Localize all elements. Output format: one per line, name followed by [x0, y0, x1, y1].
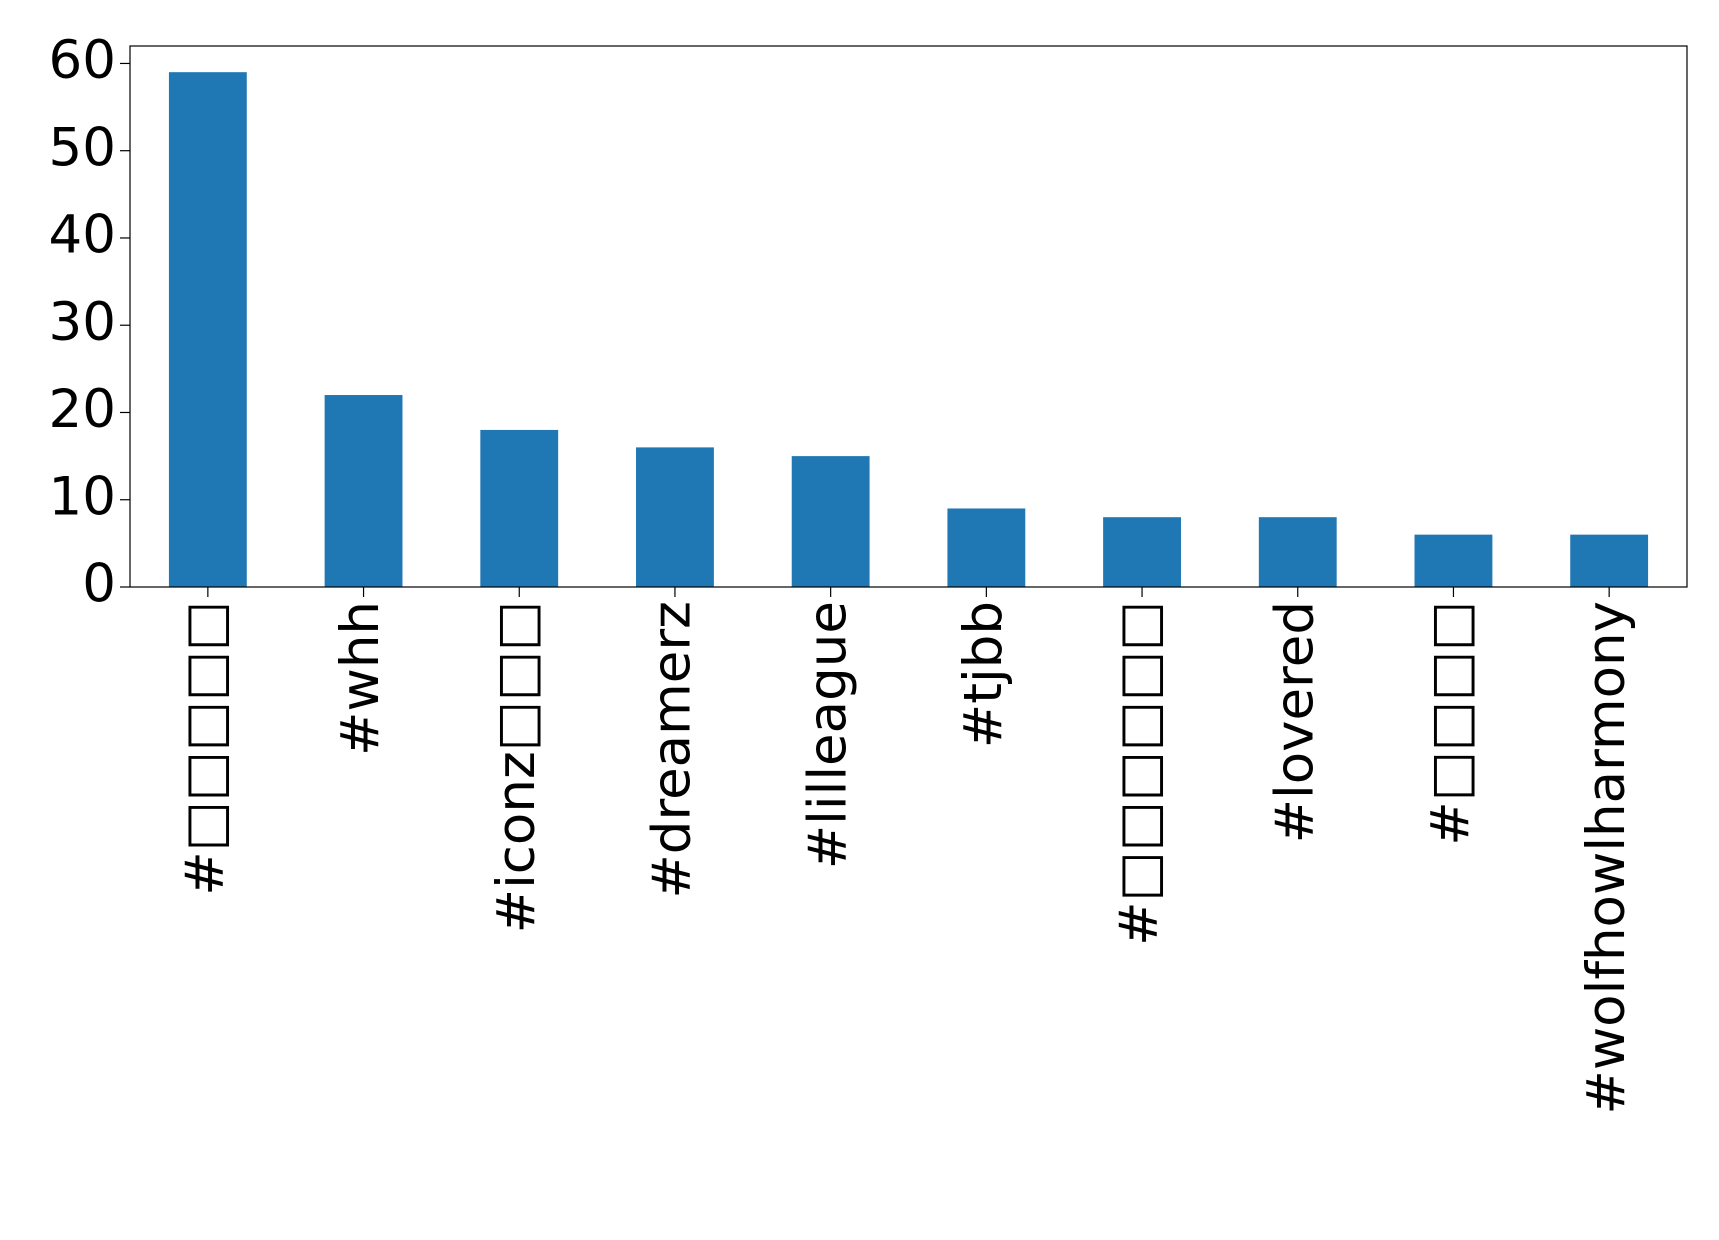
bar — [791, 456, 870, 587]
y-tick-label: 10 — [49, 466, 116, 527]
bar — [1258, 517, 1337, 587]
bar — [947, 508, 1026, 587]
y-tick-label: 20 — [49, 379, 116, 440]
bar — [324, 395, 403, 587]
x-tick-label: #iconz□□□ — [486, 601, 547, 933]
x-tick-label: #lovered — [1264, 601, 1325, 843]
y-tick-label: 30 — [49, 292, 116, 353]
bar — [1570, 534, 1649, 587]
y-tick-label: 60 — [49, 30, 116, 91]
x-tick-label: #dreamerz — [642, 601, 703, 899]
bar — [1103, 517, 1181, 587]
y-tick-label: 0 — [82, 554, 116, 615]
bar — [636, 447, 714, 587]
y-tick-label: 50 — [49, 117, 116, 178]
x-tick-label: #whh — [330, 601, 391, 756]
plot-frame — [129, 45, 1688, 588]
bar — [480, 429, 559, 587]
x-tick-label: #lilleague — [797, 601, 858, 869]
x-tick-label: #□□□□□□ — [1109, 601, 1170, 946]
x-tick-label: #□□□□□ — [174, 601, 235, 896]
y-tick-label: 40 — [49, 205, 116, 266]
x-tick-label: #□□□□ — [1420, 601, 1481, 846]
x-tick-label: #tjbb — [953, 601, 1014, 748]
bar — [1414, 534, 1493, 587]
bar — [168, 72, 247, 587]
x-tick-label: #wolfhowlharmony — [1576, 601, 1637, 1115]
